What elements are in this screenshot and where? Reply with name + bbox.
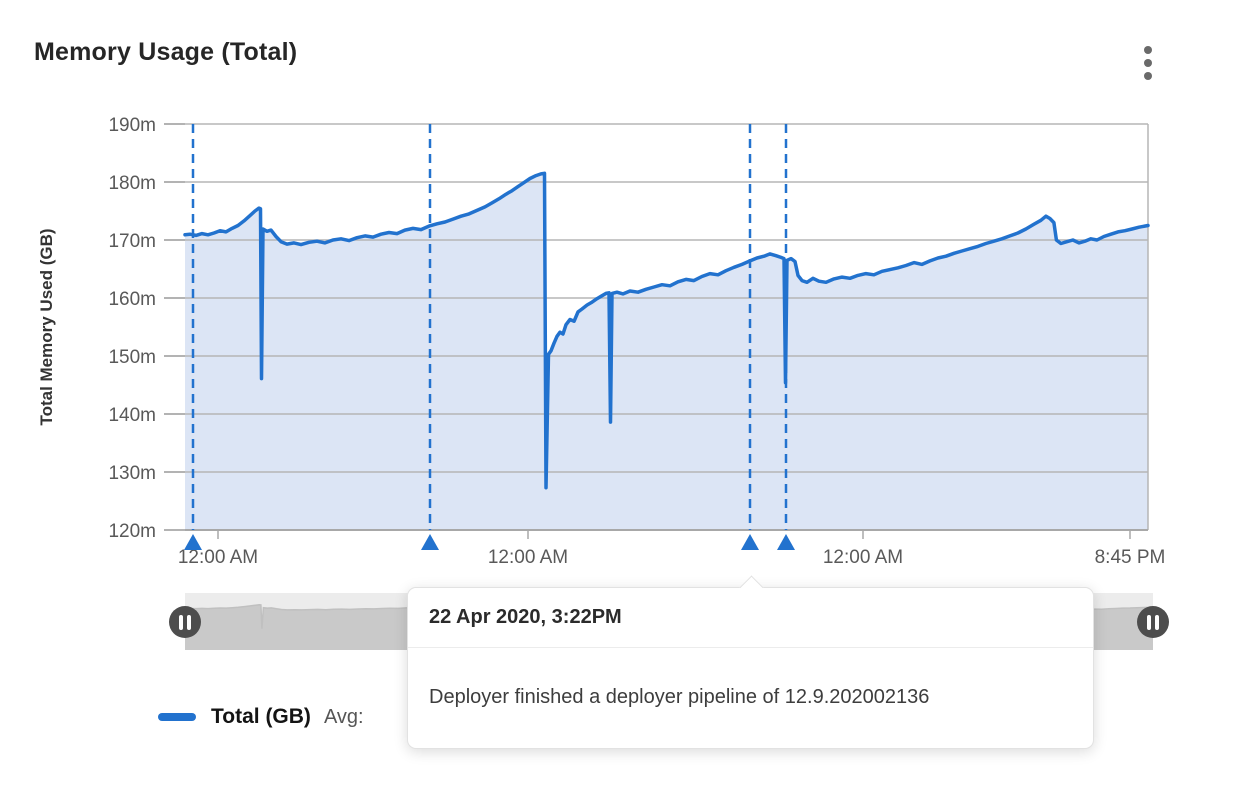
pause-bar <box>1147 614 1151 630</box>
annotation-marker[interactable] <box>421 534 439 550</box>
slider-handle-left[interactable] <box>169 606 201 638</box>
annotation-marker[interactable] <box>777 534 795 550</box>
memory-usage-chart[interactable]: 190m 180m 170m 160m 150m 140m 130m 120m 12:00 AM… <box>0 0 1244 580</box>
tooltip-timestamp: 22 Apr 2020, 3:22PM <box>408 588 1093 648</box>
kebab-dot <box>1144 59 1152 67</box>
total-series-line <box>183 171 1150 490</box>
y-tick-label: 120m <box>108 521 156 542</box>
y-tick-label: 150m <box>108 347 156 368</box>
kebab-dot <box>1144 72 1152 80</box>
page-title: Memory Usage (Total) <box>34 38 298 66</box>
x-tick-label: 12:00 AM <box>823 547 903 568</box>
pause-bar <box>187 614 191 630</box>
y-tick-label: 130m <box>108 463 156 484</box>
legend-avg-label: Avg: <box>323 705 364 728</box>
pause-bar <box>1155 614 1159 630</box>
more-options-icon[interactable] <box>1141 43 1155 83</box>
y-tick-label: 160m <box>108 289 156 310</box>
x-tick-label: 12:00 AM <box>488 547 568 568</box>
y-tick-label: 180m <box>108 173 156 194</box>
kebab-dot <box>1144 46 1152 54</box>
event-tooltip: 22 Apr 2020, 3:22PM Deployer finished a … <box>407 575 1094 749</box>
slider-handle-right[interactable] <box>1137 606 1169 638</box>
tooltip-message: Deployer finished a deployer pipeline of… <box>429 685 930 708</box>
annotation-marker[interactable] <box>741 534 759 550</box>
area-fill <box>185 173 1148 531</box>
y-tick-label: 140m <box>108 405 156 426</box>
legend-swatch <box>158 713 196 721</box>
annotation-marker[interactable] <box>184 534 202 550</box>
legend-label: Total (GB) <box>211 705 311 728</box>
x-tick-label: 8:45 PM <box>1095 547 1166 568</box>
y-tick-label: 170m <box>108 231 156 252</box>
legend-item-total[interactable]: Total (GB) Avg: <box>158 701 364 733</box>
y-tick-label: 190m <box>108 115 156 136</box>
x-tick-label: 12:00 AM <box>178 547 258 568</box>
pause-bar <box>179 614 183 630</box>
